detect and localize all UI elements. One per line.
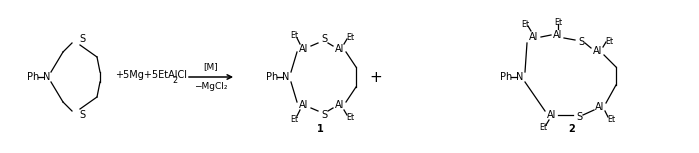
Text: Al: Al [336,100,345,110]
Text: Et: Et [290,114,298,123]
Text: +: + [370,69,382,84]
Text: S: S [578,37,584,47]
Text: Et: Et [346,32,354,41]
Text: N: N [517,72,524,82]
Text: S: S [576,112,582,122]
Text: Et: Et [521,19,529,28]
Text: N: N [43,72,51,82]
Text: Ph: Ph [500,72,512,82]
Text: 2: 2 [172,75,177,84]
Text: S: S [79,110,85,120]
Text: Al: Al [299,100,309,110]
Text: Et: Et [554,17,562,26]
Text: Et: Et [605,37,613,45]
Text: −MgCl₂: −MgCl₂ [194,82,228,91]
Text: Ph: Ph [266,72,278,82]
Text: Al: Al [593,46,603,56]
Text: S: S [79,34,85,44]
Text: S: S [321,110,327,120]
Text: 2: 2 [568,124,575,134]
Text: Al: Al [299,44,309,54]
Text: Et: Et [346,112,354,121]
Text: N: N [282,72,289,82]
Text: S: S [321,34,327,44]
Text: Al: Al [529,32,539,42]
Text: Et: Et [290,30,298,39]
Text: Al: Al [336,44,345,54]
Text: Ph: Ph [27,72,39,82]
Text: Al: Al [596,102,605,112]
Text: 1: 1 [317,124,324,134]
Text: Al: Al [547,110,556,120]
Text: Et: Et [539,123,547,131]
Text: Al: Al [554,30,563,40]
Text: [M]: [M] [203,62,218,71]
Text: +5Mg+5EtAlCl: +5Mg+5EtAlCl [115,70,187,80]
Text: Et: Et [607,114,615,123]
